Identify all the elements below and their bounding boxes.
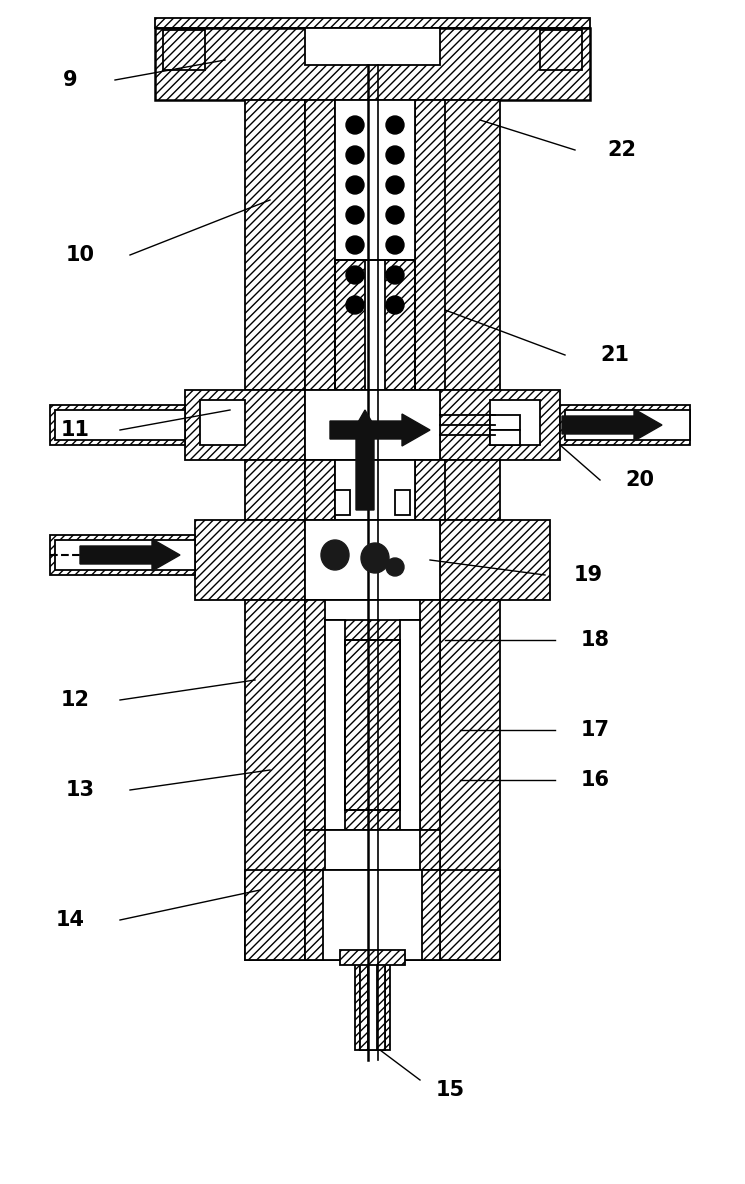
Circle shape xyxy=(346,206,364,224)
FancyArrow shape xyxy=(562,408,662,440)
Bar xyxy=(335,461,415,520)
Circle shape xyxy=(386,206,404,224)
Circle shape xyxy=(346,116,364,134)
Text: 18: 18 xyxy=(580,630,609,650)
Bar xyxy=(440,99,500,390)
Bar xyxy=(305,830,325,870)
Bar xyxy=(305,600,440,870)
Bar xyxy=(55,410,185,440)
Bar xyxy=(245,600,305,960)
Bar xyxy=(560,405,690,445)
Bar xyxy=(400,620,420,830)
Bar xyxy=(305,390,440,461)
Text: 12: 12 xyxy=(60,690,89,710)
Bar xyxy=(422,870,440,960)
Bar xyxy=(185,390,305,461)
Bar xyxy=(360,960,385,1050)
Bar xyxy=(490,400,540,445)
Circle shape xyxy=(386,146,404,165)
Bar xyxy=(420,830,440,870)
Circle shape xyxy=(346,296,364,314)
Ellipse shape xyxy=(321,540,349,570)
Bar xyxy=(377,960,385,1050)
Bar xyxy=(490,416,520,430)
Bar xyxy=(163,30,205,70)
Bar xyxy=(305,99,335,390)
Circle shape xyxy=(386,176,404,194)
Bar xyxy=(385,260,415,390)
Bar xyxy=(305,870,440,960)
Circle shape xyxy=(346,236,364,255)
Bar xyxy=(415,99,445,390)
Text: 14: 14 xyxy=(55,910,84,929)
Bar xyxy=(245,461,305,520)
Bar xyxy=(335,99,415,260)
Bar xyxy=(420,600,440,870)
Bar xyxy=(360,960,368,1050)
Bar xyxy=(305,28,440,65)
Text: 21: 21 xyxy=(600,345,630,365)
Bar xyxy=(325,620,345,830)
Text: 11: 11 xyxy=(60,420,89,440)
Text: 20: 20 xyxy=(626,470,655,490)
FancyArrow shape xyxy=(330,414,430,446)
Circle shape xyxy=(346,266,364,284)
Bar xyxy=(155,28,590,99)
Text: 22: 22 xyxy=(607,140,636,160)
Bar xyxy=(200,400,245,445)
Bar xyxy=(540,30,582,70)
Bar xyxy=(305,461,335,520)
Text: 10: 10 xyxy=(66,245,95,265)
Bar xyxy=(50,405,185,445)
Bar xyxy=(245,870,500,960)
Bar xyxy=(490,430,520,445)
Bar xyxy=(355,960,390,1050)
Bar xyxy=(335,260,415,390)
Bar xyxy=(440,600,500,960)
Bar xyxy=(325,620,420,830)
Bar xyxy=(345,641,400,810)
Bar xyxy=(345,641,400,810)
Text: 15: 15 xyxy=(435,1080,465,1100)
Circle shape xyxy=(346,146,364,165)
Bar xyxy=(245,99,305,390)
Bar xyxy=(55,540,195,570)
Bar xyxy=(305,520,440,600)
Ellipse shape xyxy=(386,558,404,575)
Bar xyxy=(565,410,690,440)
FancyArrow shape xyxy=(349,410,381,510)
Text: 9: 9 xyxy=(63,70,77,90)
Ellipse shape xyxy=(361,543,389,573)
Bar xyxy=(440,390,560,461)
Bar xyxy=(395,490,410,515)
Bar xyxy=(335,260,365,390)
Bar xyxy=(305,870,323,960)
Bar xyxy=(305,600,325,870)
Text: 19: 19 xyxy=(574,565,603,585)
Bar xyxy=(415,461,445,520)
Text: 16: 16 xyxy=(580,770,609,790)
Bar xyxy=(440,520,550,600)
Circle shape xyxy=(346,176,364,194)
Bar xyxy=(50,535,195,575)
Bar xyxy=(155,18,590,28)
FancyArrow shape xyxy=(80,539,180,571)
Bar xyxy=(195,520,305,600)
Circle shape xyxy=(386,296,404,314)
Text: 13: 13 xyxy=(66,780,95,800)
Bar xyxy=(335,490,350,515)
Bar xyxy=(340,950,405,965)
Bar xyxy=(305,830,440,870)
Text: 17: 17 xyxy=(580,720,609,740)
Circle shape xyxy=(386,116,404,134)
Circle shape xyxy=(386,236,404,255)
Circle shape xyxy=(386,266,404,284)
Bar xyxy=(440,461,500,520)
